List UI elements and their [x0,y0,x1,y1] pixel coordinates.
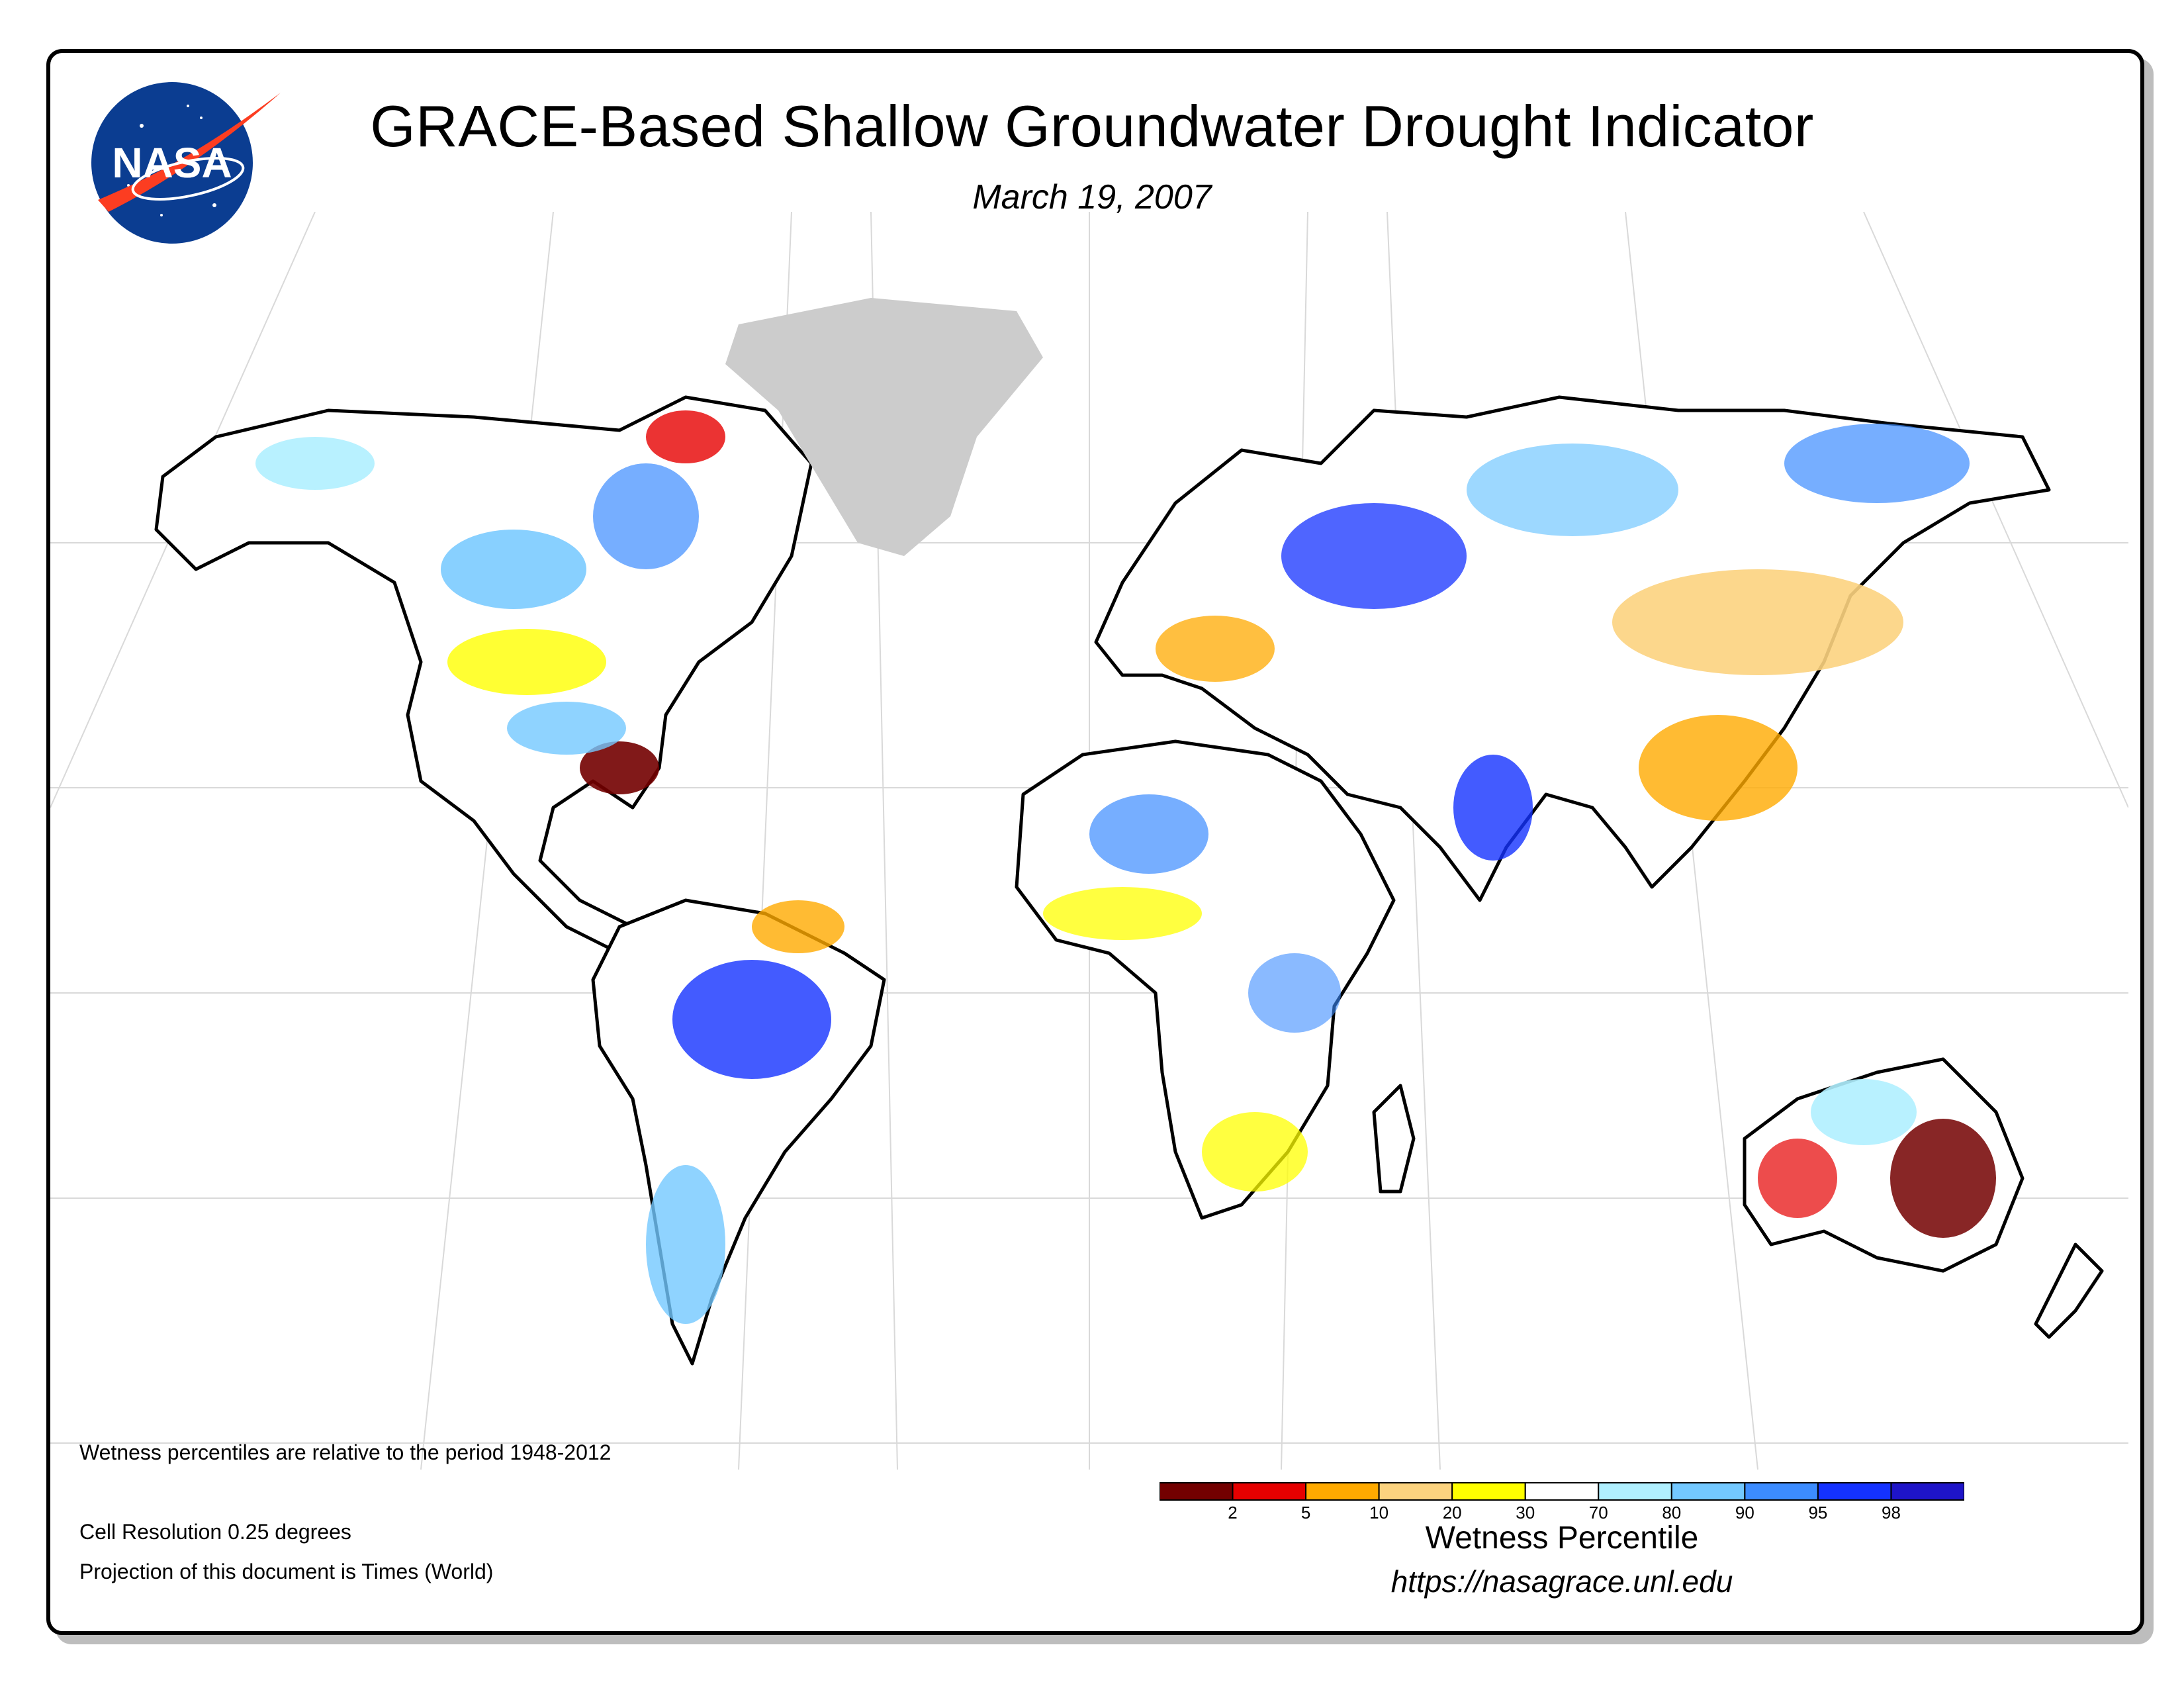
map-date: March 19, 2007 [972,178,1212,216]
world-map [50,212,2128,1470]
nasa-logo: NASA [91,82,281,244]
legend-bin [1160,1482,1234,1501]
legend-bin [1378,1482,1453,1501]
legend-title: Wetness Percentile [1425,1521,1699,1556]
nasa-logo-text: NASA [112,139,232,187]
legend-bin [1744,1482,1819,1501]
wetness-patches [255,410,1996,1324]
legend-tick-label: 30 [1516,1503,1535,1521]
legend-bin [1890,1482,1964,1501]
legend-tick-label: 2 [1228,1503,1237,1521]
legend-tick-label: 80 [1662,1503,1681,1521]
legend-bin [1524,1482,1600,1501]
page-title: GRACE-Based Shallow Groundwater Drought … [370,93,1814,159]
madagascar [1372,1084,1416,1194]
greenland [725,298,1043,556]
note-resolution: Cell Resolution 0.25 degrees [79,1520,351,1544]
legend-tick-label: 90 [1735,1503,1754,1521]
legend-tick-label: 10 [1369,1503,1388,1521]
legend-tick-label: 70 [1589,1503,1608,1521]
legend-tick-label: 5 [1301,1503,1310,1521]
note-projection: Projection of this document is Times (Wo… [79,1560,494,1583]
legend-bin [1232,1482,1307,1501]
source-url: https://nasagrace.unl.edu [1390,1564,1733,1599]
wetness-legend: 2 5 10 20 30 70 80 90 95 98 [1160,1482,1964,1521]
legend-bin [1670,1482,1746,1501]
legend-bin [1305,1482,1380,1501]
legend-tick-label: 95 [1808,1503,1827,1521]
note-period: Wetness percentiles are relative to the … [79,1440,612,1464]
legend-bin [1817,1482,1892,1501]
new-zealand [2034,1243,2104,1339]
legend-tick-label: 98 [1882,1503,1901,1521]
legend-bin [1451,1482,1526,1501]
legend-tick-label: 20 [1443,1503,1462,1521]
legend-bin [1598,1482,1672,1501]
